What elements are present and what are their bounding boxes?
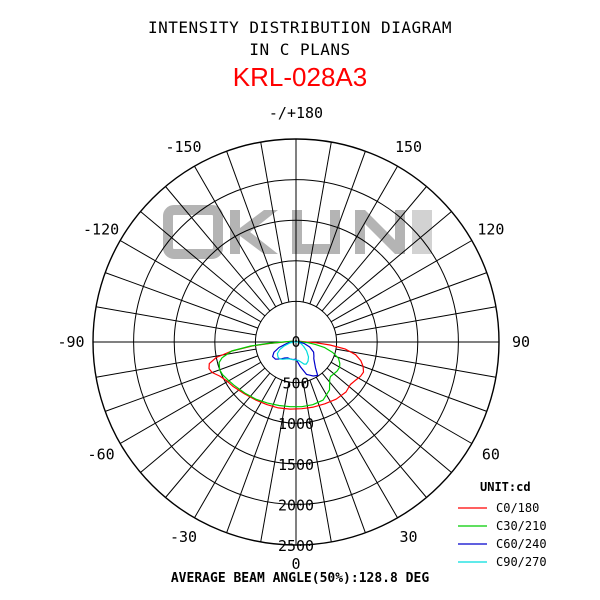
grid-spoke	[96, 348, 257, 378]
angle-label--150: -150	[165, 138, 201, 156]
okun-watermark-logo	[163, 205, 432, 259]
grid-spoke	[335, 306, 496, 336]
polar-grid	[92, 138, 500, 546]
model-number: KRL-028A3	[232, 62, 368, 92]
grid-spoke	[119, 361, 262, 444]
grid-spoke	[334, 355, 487, 412]
grid-spoke	[194, 376, 277, 519]
grid-spoke	[326, 211, 452, 317]
grid-spoke	[105, 272, 258, 329]
grid-spoke	[226, 151, 283, 304]
diagram-title: INTENSITY DISTRIBUTION DIAGRAM	[148, 18, 452, 37]
grid-spoke	[302, 381, 332, 542]
grid-spoke	[165, 372, 271, 498]
ring-label-500: 500	[282, 375, 309, 393]
angle-label-180: -/+180	[269, 104, 323, 122]
legend: UNIT:cd C0/180 C30/210 C60/240 C90/270	[458, 480, 547, 569]
diagram-subtitle: IN C PLANS	[249, 40, 351, 59]
grid-spoke	[330, 240, 473, 323]
grid-spoke	[335, 348, 496, 378]
legend-label: C90/270	[496, 555, 547, 569]
grid-spoke	[194, 165, 277, 308]
grid-spoke	[105, 355, 258, 412]
angle-label-150: 150	[395, 138, 422, 156]
grid-spoke	[309, 151, 366, 304]
legend-label: C0/180	[496, 501, 539, 515]
angle-label--90: -90	[57, 333, 84, 351]
angle-labels: -/+180 150 -150 120 -120 90 -90 60 -60 30 -30 0	[57, 104, 530, 573]
curve-C90-270	[276, 341, 310, 365]
ring-label-2500: 2500	[278, 537, 314, 555]
grid-spoke	[321, 186, 427, 312]
grid-spoke	[140, 367, 266, 473]
grid-spoke	[326, 367, 452, 473]
grid-spoke	[315, 165, 398, 308]
ring-label-1000: 1000	[278, 415, 314, 433]
ring-label-0: 0	[291, 333, 300, 351]
angle-label--60: -60	[88, 446, 115, 464]
angle-label--120: -120	[83, 221, 119, 239]
angle-label--30: -30	[170, 528, 197, 546]
grid-spoke	[119, 240, 262, 323]
grid-spoke	[334, 272, 487, 329]
angle-label-0: 0	[291, 555, 300, 573]
ring-label-1500: 1500	[278, 456, 314, 474]
grid-spoke	[140, 211, 266, 317]
curve-C60-240	[272, 341, 319, 377]
grid-spoke	[302, 142, 332, 303]
intensity-curves	[208, 340, 365, 410]
angle-label-90: 90	[512, 333, 530, 351]
unit-label: UNIT:cd	[480, 480, 531, 494]
grid-spoke	[260, 142, 290, 303]
grid-spoke	[315, 376, 398, 519]
legend-label: C30/210	[496, 519, 547, 533]
grid-spoke	[226, 380, 283, 533]
angle-label-60: 60	[482, 446, 500, 464]
angle-label-120: 120	[477, 221, 504, 239]
grid-spoke	[309, 380, 366, 533]
angle-label-30: 30	[399, 528, 417, 546]
curve-C30-210	[218, 340, 341, 408]
grid-spoke	[165, 186, 271, 312]
grid-spoke	[96, 306, 257, 336]
grid-spoke	[321, 372, 427, 498]
beam-angle-text: AVERAGE BEAM ANGLE(50%):128.8 DEG	[170, 571, 430, 586]
ring-label-2000: 2000	[278, 496, 314, 514]
legend-label: C60/240	[496, 537, 547, 551]
ring-labels: 0 500 1000 1500 2000 2500	[278, 333, 314, 555]
grid-spoke	[330, 361, 473, 444]
